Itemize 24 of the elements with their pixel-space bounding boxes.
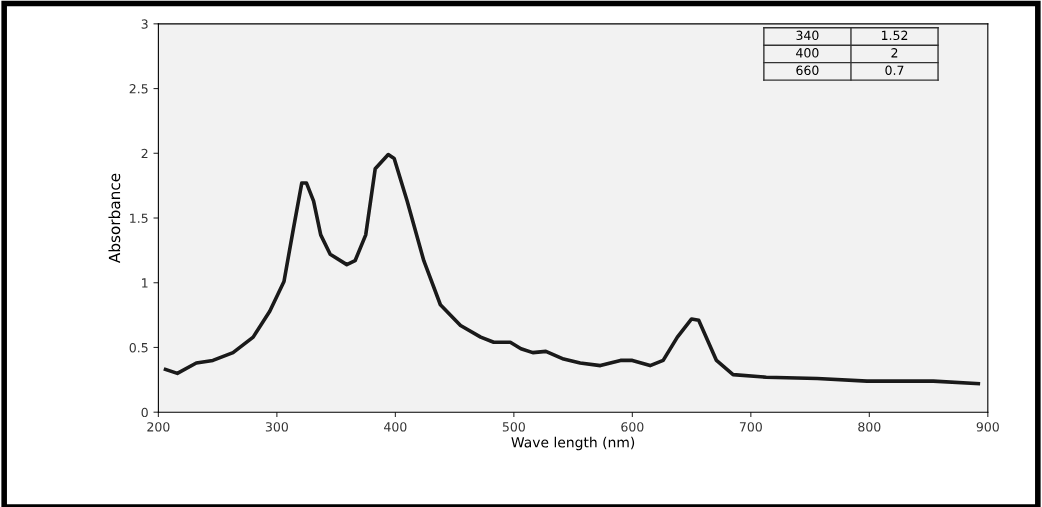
y-tick-label: 2 — [141, 148, 148, 159]
y-tick-label: 0.5 — [129, 342, 148, 353]
x-tick-label: 500 — [502, 422, 525, 432]
annotation: 340 — [796, 30, 819, 41]
y-tick-label: 2.5 — [129, 84, 148, 94]
y-axis-title: Absorbance — [108, 173, 121, 264]
x-tick-label: 200 — [147, 422, 170, 432]
x-axis-title: Wave length (nm) — [511, 436, 635, 451]
x-tick-label: 400 — [384, 422, 407, 432]
x-tick-label: 900 — [976, 422, 999, 432]
annotation: 2 — [891, 48, 898, 58]
annotation: 0.7 — [885, 65, 904, 76]
line-series — [163, 152, 981, 386]
x-tick-label: 700 — [739, 422, 762, 432]
x-tick-label: 800 — [858, 422, 881, 432]
y-tick-label: 0 — [141, 407, 148, 418]
annotation: 400 — [796, 48, 819, 58]
y-tick-label: 1.5 — [130, 213, 148, 223]
annotation: 660 — [796, 65, 819, 76]
annotation: 1.52 — [881, 30, 908, 41]
x-tick-label: 300 — [265, 422, 288, 432]
x-tick-label: 600 — [621, 422, 644, 432]
y-tick-label: 3 — [141, 19, 148, 29]
y-tick-label: 1 — [142, 278, 148, 288]
